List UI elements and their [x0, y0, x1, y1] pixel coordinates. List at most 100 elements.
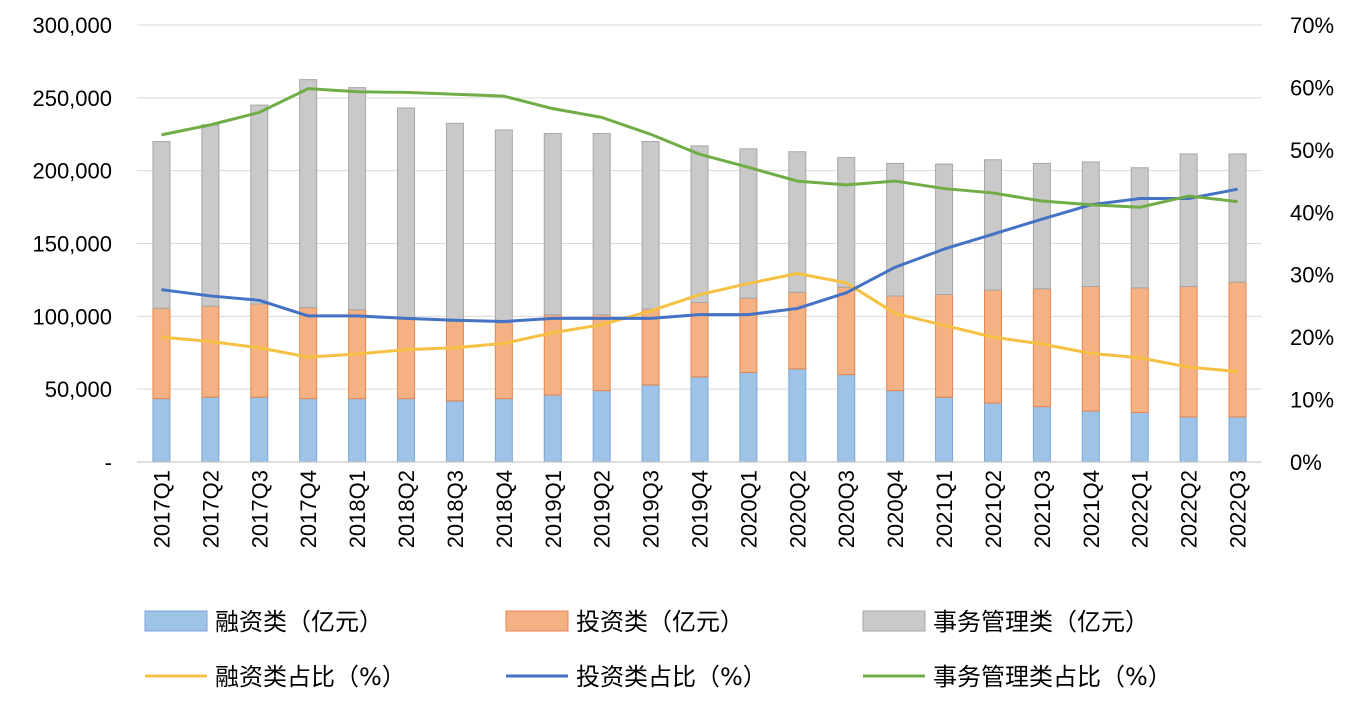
x-tick-label: 2017Q3 — [247, 470, 272, 548]
bar-segment — [397, 398, 416, 463]
x-tick-label: 2018Q2 — [394, 470, 419, 548]
x-tick-label: 2021Q4 — [1079, 470, 1104, 548]
bar-segment — [1032, 406, 1051, 463]
bar-segment — [201, 124, 220, 307]
x-tick-label: 2017Q2 — [198, 470, 223, 548]
bar-segment — [152, 141, 171, 309]
bar-segment — [935, 293, 954, 398]
x-tick-label: 2019Q3 — [639, 470, 664, 548]
legend-swatch — [862, 610, 926, 632]
bar-segment — [543, 314, 562, 396]
legend: 融资类（亿元） 投资类（亿元） 事务管理类（亿元） 融资类占比（%） 投资类占比（%） 事… — [144, 608, 1172, 691]
bar-segment — [494, 129, 513, 324]
left-tick-label: 50,000 — [45, 377, 112, 402]
bar-segment — [1032, 162, 1051, 290]
bar-segment — [543, 394, 562, 463]
bar-segment — [788, 368, 807, 463]
right-tick-label: 60% — [1290, 75, 1334, 100]
bar-segment — [983, 159, 1002, 291]
left-tick-label: 300,000 — [32, 13, 112, 38]
bar-segment — [1130, 411, 1149, 463]
left-tick-label: 250,000 — [32, 86, 112, 111]
bar-segment — [445, 320, 464, 402]
x-tick-label: 2021Q1 — [932, 470, 957, 548]
bar-segment — [1081, 410, 1100, 463]
bar-segment — [1179, 153, 1198, 287]
x-tick-label: 2020Q4 — [883, 470, 908, 548]
bar-segment — [739, 371, 758, 463]
right-tick-label: 40% — [1290, 200, 1334, 225]
bar-segment — [152, 307, 171, 400]
bar-segment — [250, 396, 269, 463]
x-tick-label: 2018Q1 — [345, 470, 370, 548]
x-tick-label: 2018Q3 — [443, 470, 468, 548]
x-tick-label: 2021Q3 — [1030, 470, 1055, 548]
right-tick-label: 20% — [1290, 325, 1334, 350]
left-tick-label: 100,000 — [32, 304, 112, 329]
x-tick-label: 2019Q4 — [688, 470, 713, 548]
legend-label: 融资类占比（%） — [215, 663, 406, 691]
bar-segment — [445, 400, 464, 463]
x-tick-label: 2017Q1 — [149, 470, 174, 548]
bar-segment — [1179, 416, 1198, 463]
bar-segment — [250, 303, 269, 398]
legend-label: 融资类（亿元） — [215, 608, 383, 636]
bar-segment — [641, 384, 660, 463]
legend-label: 事务管理类占比（%） — [933, 663, 1172, 691]
x-tick-label: 2022Q1 — [1128, 470, 1153, 548]
bar-segment — [397, 317, 416, 400]
left-tick-label: - — [105, 450, 112, 475]
bar-segment — [788, 151, 807, 293]
bar-segment — [592, 390, 611, 463]
bar-segment — [348, 398, 367, 463]
x-tick-label: 2019Q1 — [541, 470, 566, 548]
bar-segment — [152, 398, 171, 463]
bar-segment — [1130, 167, 1149, 289]
x-tick-label: 2017Q4 — [296, 470, 321, 548]
right-tick-label: 0% — [1290, 450, 1322, 475]
x-tick-label: 2020Q2 — [785, 470, 810, 548]
bar-segment — [494, 322, 513, 400]
bar-segment — [1228, 153, 1247, 283]
x-tick-label: 2022Q2 — [1177, 470, 1202, 548]
right-tick-label: 50% — [1290, 138, 1334, 163]
bar-segment — [1130, 287, 1149, 413]
bar-segment — [543, 133, 562, 316]
bars-layer — [152, 79, 1247, 463]
bar-segment — [837, 157, 856, 288]
legend-label: 投资类（亿元） — [576, 608, 744, 636]
series-line — [161, 87, 1238, 209]
bar-segment — [1179, 285, 1198, 418]
x-tick-label: 2022Q3 — [1226, 470, 1251, 548]
series-line — [161, 271, 1238, 373]
legend-swatch — [144, 610, 208, 632]
legend-label: 投资类占比（%） — [576, 663, 767, 691]
bar-segment — [299, 398, 318, 463]
right-tick-label: 30% — [1290, 263, 1334, 288]
right-tick-label: 70% — [1290, 13, 1334, 38]
bar-segment — [739, 148, 758, 299]
lines-layer — [161, 87, 1238, 373]
left-tick-label: 200,000 — [32, 159, 112, 184]
bar-segment — [250, 104, 269, 305]
bar-segment — [983, 402, 1002, 463]
bar-segment — [592, 133, 611, 316]
bar-segment — [1081, 161, 1100, 287]
bar-segment — [788, 291, 807, 370]
bar-segment — [935, 396, 954, 463]
bar-segment — [690, 145, 709, 303]
bar-segment — [641, 141, 660, 310]
bar-segment — [837, 374, 856, 463]
legend-swatch — [505, 610, 569, 632]
bar-segment — [494, 398, 513, 463]
bar-segment — [1228, 416, 1247, 463]
x-tick-label: 2021Q2 — [981, 470, 1006, 548]
bar-segment — [886, 162, 905, 297]
bar-segment — [1081, 285, 1100, 412]
bar-segment — [299, 307, 318, 400]
right-tick-label: 10% — [1290, 388, 1334, 413]
x-tick-label: 2020Q3 — [834, 470, 859, 548]
bar-segment — [1228, 281, 1247, 418]
bar-segment — [690, 376, 709, 463]
